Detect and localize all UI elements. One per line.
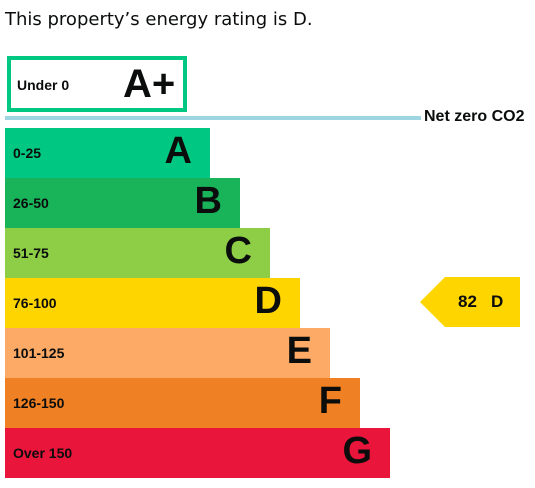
current-rating-score: 82 [458, 292, 477, 311]
band-c-letter: C [224, 230, 252, 272]
band-c: 51-75 C [5, 228, 270, 278]
band-aplus-range: Under 0 [17, 77, 70, 93]
band-e: 101-125 E [5, 328, 330, 378]
band-f: 126-150 F [5, 378, 360, 428]
band-a-letter: A [164, 130, 192, 172]
pointer-arrow-shape [420, 277, 520, 327]
band-aplus-letter: A+ [123, 62, 176, 106]
band-g-range: Over 150 [13, 445, 73, 461]
band-aplus: Under 0 A+ [7, 56, 187, 112]
rating-heading: This property’s energy rating is D. [5, 9, 313, 30]
band-g: Over 150 G [5, 428, 390, 478]
current-rating-letter: D [491, 292, 504, 311]
net-zero-label: Net zero CO2 [424, 108, 525, 125]
band-b: 26-50 B [5, 178, 240, 228]
net-zero-line [5, 116, 421, 120]
band-e-range: 101-125 [13, 345, 65, 361]
band-f-letter: F [318, 380, 342, 422]
band-g-letter: G [342, 430, 372, 472]
band-c-range: 51-75 [13, 245, 49, 261]
band-d-range: 76-100 [13, 295, 57, 311]
band-d-letter: D [254, 280, 282, 322]
band-a: 0-25 A [5, 128, 210, 178]
band-b-range: 26-50 [13, 195, 49, 211]
band-d: 76-100 D [5, 278, 300, 328]
current-rating-pointer: 82 D [420, 277, 520, 327]
band-b-letter: B [194, 180, 222, 222]
band-a-range: 0-25 [13, 145, 42, 161]
band-f-range: 126-150 [13, 395, 65, 411]
band-e-letter: E [286, 330, 312, 372]
